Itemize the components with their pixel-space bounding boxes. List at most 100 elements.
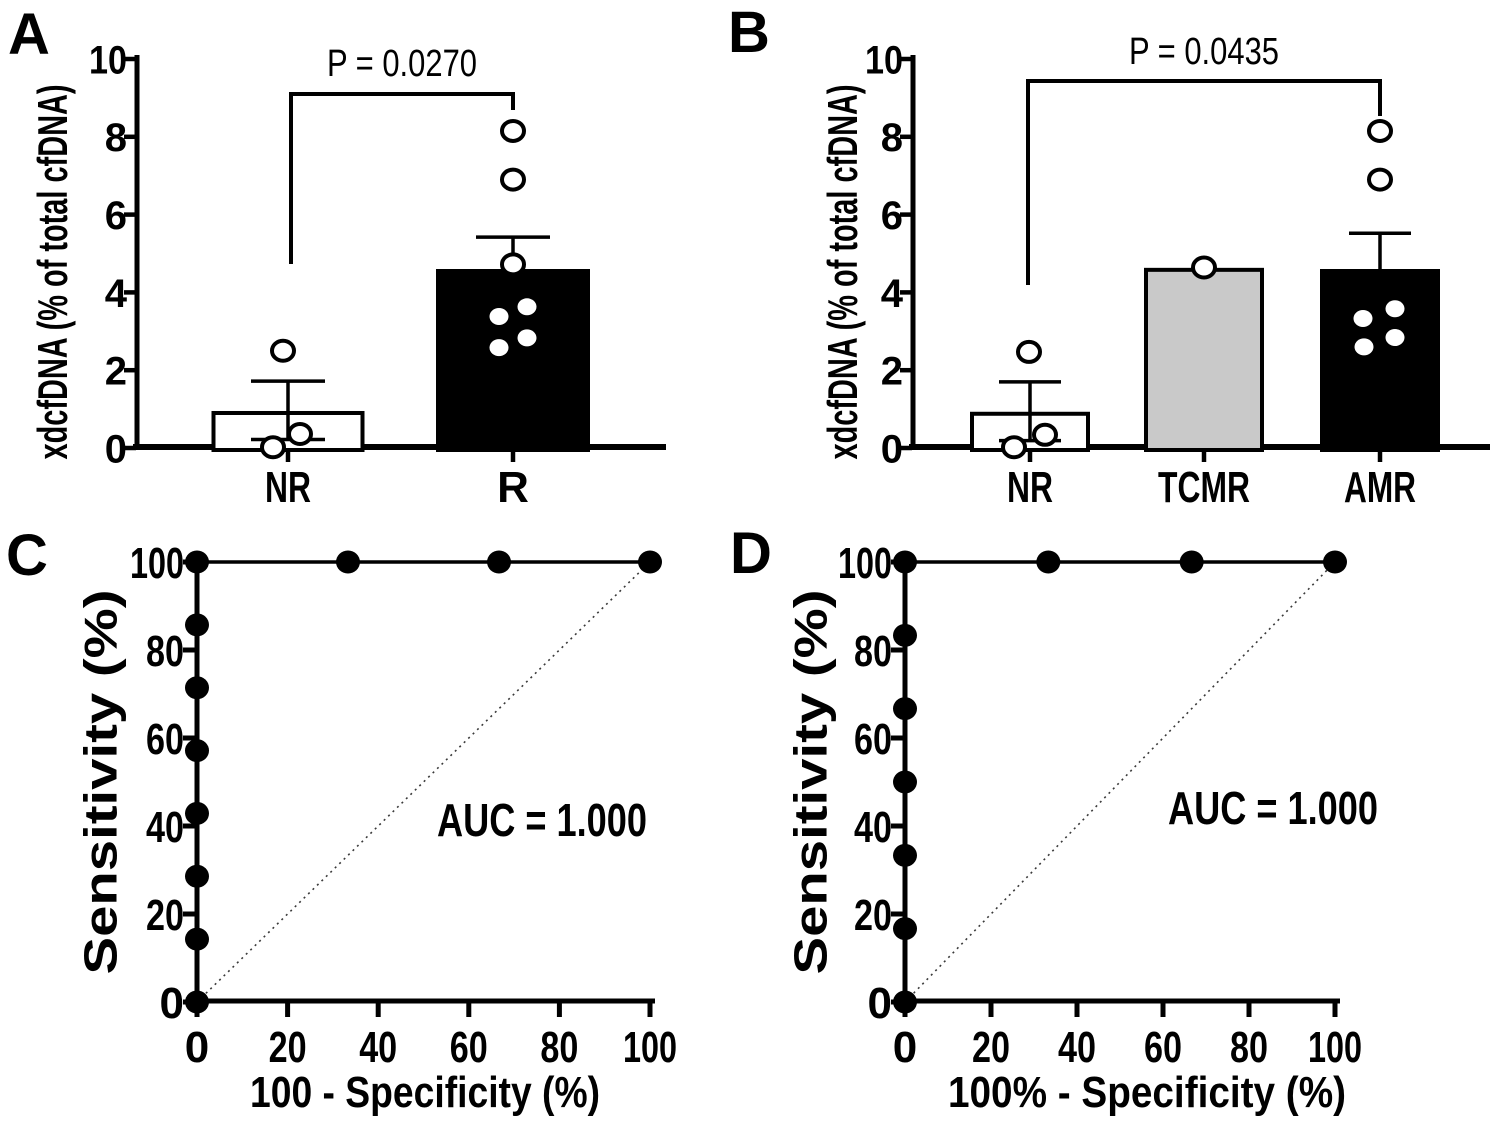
roc-data-point xyxy=(487,550,512,574)
category-label-amr: AMR xyxy=(1344,463,1416,512)
x-tick-label: 0 xyxy=(185,1023,209,1072)
open-data-point xyxy=(500,118,526,143)
bar-tcmr xyxy=(1144,267,1264,453)
y-tick-label: 4 xyxy=(881,272,904,316)
x-tick-label: 20 xyxy=(972,1023,1010,1072)
roc-data-point xyxy=(893,917,917,941)
panel-d-label: D xyxy=(730,521,772,586)
x-tick-label: 100 xyxy=(623,1023,677,1072)
y-tick-label: 80 xyxy=(146,627,184,676)
open-data-point xyxy=(287,421,313,446)
white-data-point xyxy=(517,298,537,316)
x-tick-label: 80 xyxy=(1230,1023,1268,1072)
open-data-point xyxy=(1032,422,1058,447)
category-label-nr: NR xyxy=(1007,463,1053,512)
open-data-point xyxy=(500,252,526,277)
x-tick-label: 60 xyxy=(450,1023,488,1072)
significance-bracket xyxy=(289,92,515,264)
y-tick-label: 40 xyxy=(146,803,184,852)
roc-data-point xyxy=(185,676,209,700)
roc-data-point xyxy=(893,990,917,1014)
x-tick-label: 40 xyxy=(359,1023,397,1072)
x-tick-label: 100 xyxy=(1308,1023,1362,1072)
y-tick-label: 6 xyxy=(881,194,903,238)
y-tick-label: 2 xyxy=(881,350,903,394)
open-data-point xyxy=(500,167,526,192)
open-data-point xyxy=(1001,435,1027,460)
p-value-label: P = 0.0270 xyxy=(327,43,477,85)
category-label-nr: NR xyxy=(265,463,311,512)
y-tick-label: 8 xyxy=(881,116,903,160)
panel-a-bar-chart: 0 2 4 6 8 10 xdcfDNA (% of total cfDNA) NR R P = … xyxy=(29,38,666,512)
roc-data-point xyxy=(893,550,917,574)
y-tick-label: 0 xyxy=(881,427,903,471)
x-tick-label: 80 xyxy=(540,1023,578,1072)
y-tick-label: 80 xyxy=(854,627,892,676)
x-tick-label: 0 xyxy=(893,1023,917,1072)
open-data-point xyxy=(1367,167,1393,192)
white-data-point xyxy=(1385,329,1405,347)
roc-data-point xyxy=(185,739,209,763)
white-data-point xyxy=(1354,338,1374,356)
y-tick-label: 8 xyxy=(105,116,127,160)
roc-data-point xyxy=(893,623,917,647)
y-tick-label: 6 xyxy=(105,194,127,238)
white-data-point xyxy=(489,339,509,357)
y-axis-title: xdcfDNA (% of total cfDNA) xyxy=(29,85,76,460)
open-data-point xyxy=(1367,118,1393,143)
y-axis-title: xdcfDNA (% of total cfDNA) xyxy=(819,85,866,460)
roc-data-point xyxy=(893,770,917,794)
roc-data-point xyxy=(185,864,209,888)
y-tick-label: 20 xyxy=(854,891,892,940)
roc-data-point xyxy=(185,801,209,825)
category-label-tcmr: TCMR xyxy=(1158,463,1250,512)
open-data-point xyxy=(270,338,296,363)
open-data-point xyxy=(1016,339,1042,364)
auc-annotation: AUC = 1.000 xyxy=(1168,782,1378,834)
p-value-label: P = 0.0435 xyxy=(1129,31,1279,73)
y-tick-label: 10 xyxy=(89,38,127,82)
roc-data-point xyxy=(1323,550,1347,574)
roc-data-point xyxy=(185,990,209,1014)
y-tick-label: 60 xyxy=(854,715,892,764)
bar-r xyxy=(436,269,590,452)
white-data-point xyxy=(517,329,537,347)
y-tick-label: 100 xyxy=(130,539,184,588)
panel-a-label: A xyxy=(8,2,50,67)
y-tick-label: 60 xyxy=(146,715,184,764)
y-tick-label: 100 xyxy=(838,539,892,588)
white-data-point xyxy=(1353,309,1373,327)
roc-data-point xyxy=(1036,550,1061,574)
roc-data-point xyxy=(185,550,209,574)
roc-data-point xyxy=(638,550,662,574)
panel-b-label: B xyxy=(728,0,770,65)
significance-bracket xyxy=(1026,79,1382,285)
bar-amr xyxy=(1320,269,1440,452)
y-tick-label: 4 xyxy=(105,272,128,316)
open-data-point xyxy=(1191,255,1217,280)
auc-annotation: AUC = 1.000 xyxy=(437,794,647,846)
y-tick-label: 2 xyxy=(105,350,127,394)
white-data-point xyxy=(489,308,509,326)
y-axis-title: Sensitivity (%) xyxy=(75,590,127,975)
x-tick-label: 20 xyxy=(269,1023,307,1072)
y-tick-label: 20 xyxy=(146,891,184,940)
roc-data-point xyxy=(185,927,209,951)
y-tick-label: 0 xyxy=(105,427,127,471)
x-tick-label: 40 xyxy=(1058,1023,1096,1072)
x-tick-label: 60 xyxy=(1144,1023,1182,1072)
y-axis-title: Sensitivity (%) xyxy=(785,590,837,975)
roc-data-point xyxy=(1179,550,1204,574)
y-tick-label: 0 xyxy=(160,979,184,1028)
y-tick-label: 40 xyxy=(854,803,892,852)
roc-curve xyxy=(903,560,1335,1002)
roc-data-point xyxy=(893,843,917,867)
category-label-r: R xyxy=(497,463,529,512)
white-data-point xyxy=(1385,300,1405,318)
panel-c-label: C xyxy=(6,523,48,588)
roc-data-point xyxy=(335,550,360,574)
